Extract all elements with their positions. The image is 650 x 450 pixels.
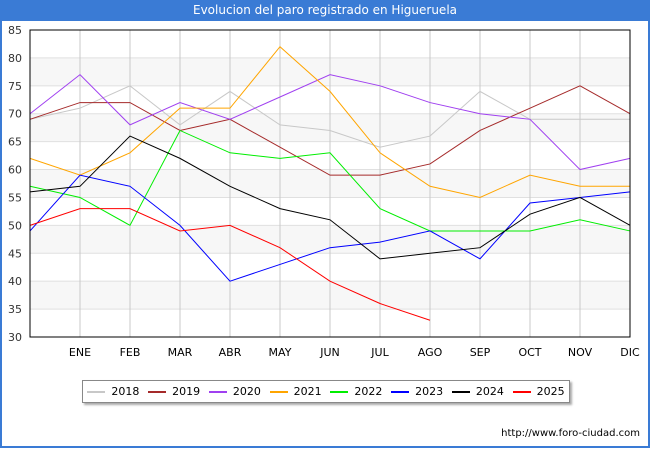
legend-item-2022: 2022 — [330, 385, 382, 398]
source-url[interactable]: http://www.foro-ciudad.com — [501, 428, 640, 439]
x-tick-label: FEB — [120, 346, 141, 359]
x-tick-label: JUL — [370, 346, 389, 359]
x-tick-label: JUN — [319, 346, 340, 359]
legend: 2018 2019 2020 2021 2022 2023 2024 2025 — [82, 380, 570, 403]
legend-label: 2018 — [111, 385, 140, 398]
legend-item-2025: 2025 — [512, 385, 565, 398]
legend-label: 2019 — [172, 385, 201, 398]
y-tick-label: 60 — [8, 164, 22, 177]
legend-swatch — [512, 390, 531, 393]
legend-swatch — [148, 390, 167, 393]
y-tick-label: 50 — [8, 219, 22, 232]
legend-swatch — [451, 390, 470, 393]
series-line-2024 — [29, 135, 631, 260]
y-tick-label: 65 — [8, 136, 22, 149]
y-tick-label: 75 — [8, 80, 22, 93]
legend-swatch — [330, 390, 349, 393]
plot-border — [29, 29, 631, 338]
y-tick-label: 40 — [8, 275, 22, 288]
x-tick-label: NOV — [568, 346, 593, 359]
series-line-2020 — [29, 73, 631, 171]
legend-label: 2022 — [354, 385, 383, 398]
x-tick-label: DIC — [620, 346, 640, 359]
legend-item-2021: 2021 — [269, 385, 322, 398]
legend-label: 2021 — [293, 385, 322, 398]
x-tick-label: MAR — [168, 346, 193, 359]
y-tick-label: 35 — [8, 303, 22, 316]
y-tick-label: 30 — [8, 331, 22, 344]
legend-item-2020: 2020 — [208, 385, 261, 398]
legend-swatch — [391, 390, 410, 393]
legend-swatch — [269, 390, 288, 393]
series-line-2019 — [29, 85, 631, 176]
chart-title: Evolucion del paro registrado en Higueru… — [0, 0, 650, 21]
x-tick-label: SEP — [470, 346, 491, 359]
y-tick-label: 70 — [8, 108, 22, 121]
x-tick-label: ENE — [69, 346, 91, 359]
series-line-2025 — [29, 208, 431, 321]
y-tick-label: 80 — [8, 52, 22, 65]
x-tick-label: MAY — [269, 346, 292, 359]
legend-label: 2020 — [232, 385, 261, 398]
series-line-2023 — [29, 174, 631, 282]
y-tick-label: 45 — [8, 247, 22, 260]
series-line-2022 — [29, 129, 631, 232]
x-tick-label: ABR — [219, 346, 242, 359]
x-tick-label: AGO — [418, 346, 443, 359]
legend-item-2018: 2018 — [87, 385, 139, 398]
legend-swatch — [87, 390, 106, 393]
y-tick-label: 55 — [8, 191, 22, 204]
legend-label: 2024 — [475, 385, 504, 398]
y-tick-label: 85 — [8, 24, 22, 37]
x-tick-label: OCT — [518, 346, 541, 359]
legend-label: 2025 — [536, 385, 565, 398]
legend-item-2024: 2024 — [451, 385, 504, 398]
legend-item-2023: 2023 — [391, 385, 443, 398]
legend-label: 2023 — [415, 385, 444, 398]
legend-swatch — [208, 390, 227, 393]
legend-item-2019: 2019 — [148, 385, 200, 398]
series-line-2021 — [29, 46, 630, 198]
